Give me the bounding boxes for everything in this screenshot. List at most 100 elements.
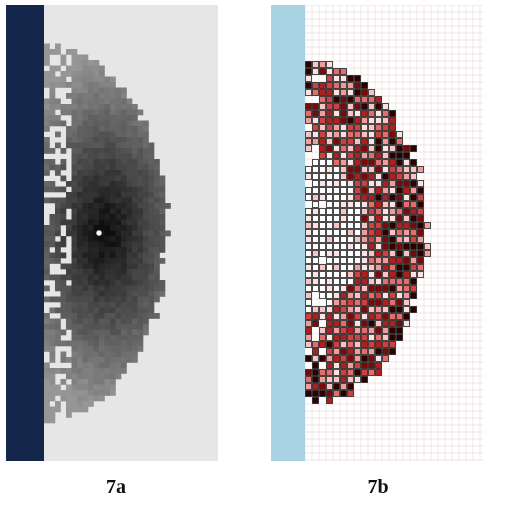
cell-a (127, 302, 133, 308)
cell-b (341, 251, 347, 257)
cell-a (94, 379, 100, 385)
cell-a (116, 143, 122, 149)
cell-a (132, 352, 138, 358)
cell-a (50, 407, 56, 413)
cell-a (121, 192, 127, 198)
cell-b (383, 342, 389, 348)
cell-a (94, 181, 100, 187)
cell-a (99, 126, 105, 132)
cell-a (77, 132, 83, 138)
cell-a (77, 280, 83, 286)
cell-b (348, 216, 354, 222)
cell-b (362, 104, 368, 110)
cell-b (355, 377, 361, 383)
cell-b (418, 230, 424, 236)
cell-a (132, 154, 138, 160)
cell-b (348, 125, 354, 131)
cell-a (83, 247, 89, 253)
cell-a (99, 192, 105, 198)
cell-a (77, 104, 83, 110)
cell-a (127, 324, 133, 330)
cell-b (383, 146, 389, 152)
cell-a (154, 264, 160, 270)
cell-a (83, 346, 89, 352)
cell-a (77, 60, 83, 66)
cell-a (105, 115, 111, 121)
cell-a (72, 363, 78, 369)
cell-b (369, 167, 375, 173)
cell-a (154, 275, 160, 281)
cell-a (94, 286, 100, 292)
cell-a (132, 335, 138, 341)
cell-b (397, 293, 403, 299)
cell-a (154, 225, 160, 231)
cell-a (154, 181, 160, 187)
cell-a (72, 374, 78, 380)
cell-a (72, 379, 78, 385)
cell-a (83, 121, 89, 127)
cell-a (83, 236, 89, 242)
cell-a (138, 324, 144, 330)
cell-a (138, 126, 144, 132)
cell-b (327, 195, 333, 201)
cell-b (362, 90, 368, 96)
cell-b (320, 384, 326, 390)
cell-a (72, 269, 78, 275)
cell-a (66, 341, 72, 347)
cell-b (320, 216, 326, 222)
cell-a (44, 104, 50, 110)
cell-a (77, 379, 83, 385)
cell-a (94, 104, 100, 110)
cell-a (88, 132, 94, 138)
cell-b (306, 335, 312, 341)
cell-b (376, 118, 382, 124)
cell-a (55, 132, 61, 138)
cell-a (72, 148, 78, 154)
cell-a (55, 231, 61, 237)
cell-b (404, 181, 410, 187)
cell-b (404, 216, 410, 222)
cell-b (313, 237, 319, 243)
cell-a (149, 170, 155, 176)
cell-a (121, 181, 127, 187)
cell-a (77, 407, 83, 413)
cell-a (143, 126, 149, 132)
cell-a (143, 225, 149, 231)
cell-a (94, 192, 100, 198)
cell-a (66, 203, 72, 209)
cell-a (44, 407, 50, 413)
cell-a (105, 330, 111, 336)
cell-b (327, 62, 333, 68)
cell-b (376, 321, 382, 327)
cell-a (77, 313, 83, 319)
cell-b (327, 335, 333, 341)
cell-a (83, 396, 89, 402)
cell-b (355, 279, 361, 285)
cell-a (143, 324, 149, 330)
cell-a (110, 154, 116, 160)
cell-a (55, 49, 61, 55)
cell-a (94, 143, 100, 149)
cell-b (383, 328, 389, 334)
cell-a (121, 176, 127, 182)
cell-b (313, 279, 319, 285)
cell-b (320, 195, 326, 201)
cell-a (138, 286, 144, 292)
cell-b (334, 342, 340, 348)
cell-a (66, 291, 72, 297)
cell-a (105, 203, 111, 209)
cell-a (143, 181, 149, 187)
cell-b (313, 286, 319, 292)
cell-a (110, 82, 116, 88)
cell-a (160, 209, 166, 215)
cell-b (306, 132, 312, 138)
cell-b (306, 83, 312, 89)
cell-b (369, 139, 375, 145)
cell-a (61, 264, 67, 270)
cell-b (362, 97, 368, 103)
cell-b (355, 111, 361, 117)
cell-a (138, 247, 144, 253)
cell-a (116, 148, 122, 154)
cell-b (320, 146, 326, 152)
cell-a (121, 363, 127, 369)
